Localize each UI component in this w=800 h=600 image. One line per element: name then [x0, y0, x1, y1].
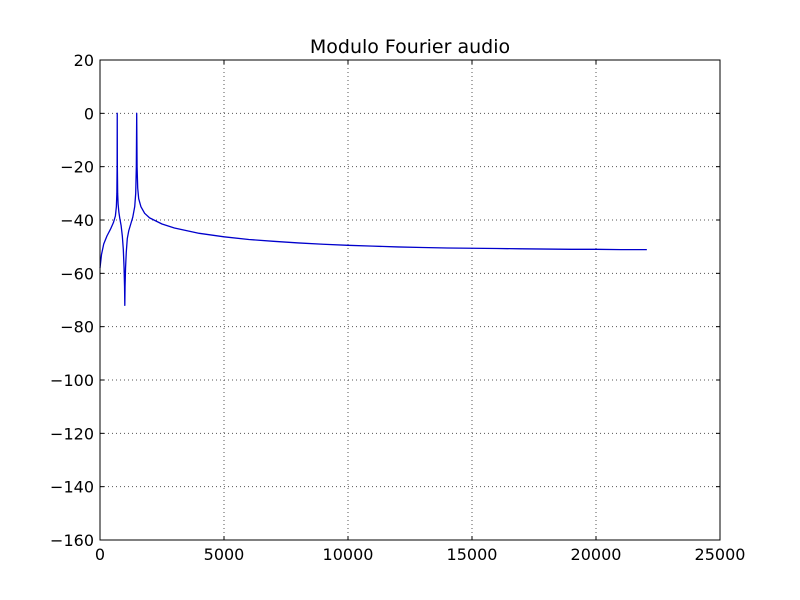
y-tick-label: −120: [50, 424, 94, 443]
x-tick-label: 25000: [695, 545, 746, 564]
y-tick-label: −160: [50, 531, 94, 550]
y-tick-label: −80: [60, 318, 94, 337]
y-tick-label: 0: [84, 104, 94, 123]
y-tick-label: −40: [60, 211, 94, 230]
y-tick-label: 20: [74, 51, 94, 70]
series-line: [99, 112, 647, 306]
x-tick-label: 20000: [571, 545, 622, 564]
x-tick-label: 10000: [323, 545, 374, 564]
x-tick-label: 5000: [204, 545, 245, 564]
ticks: [99, 59, 721, 541]
chart-title: Modulo Fourier audio: [310, 36, 510, 58]
y-tick-label: −60: [60, 264, 94, 283]
y-tick-label: −140: [50, 478, 94, 497]
plot-frame: [99, 59, 721, 541]
plot-background: [100, 60, 720, 540]
x-tick-label: 15000: [447, 545, 498, 564]
y-tick-label: −100: [50, 371, 94, 390]
series-layer: [99, 112, 647, 306]
x-tick-label: 0: [95, 545, 105, 564]
y-tick-label: −20: [60, 158, 94, 177]
grid: [100, 60, 720, 540]
tick-labels: 0 5000 10000 15000 20000 25000 −160 −140 −120 −10…: [50, 51, 745, 564]
